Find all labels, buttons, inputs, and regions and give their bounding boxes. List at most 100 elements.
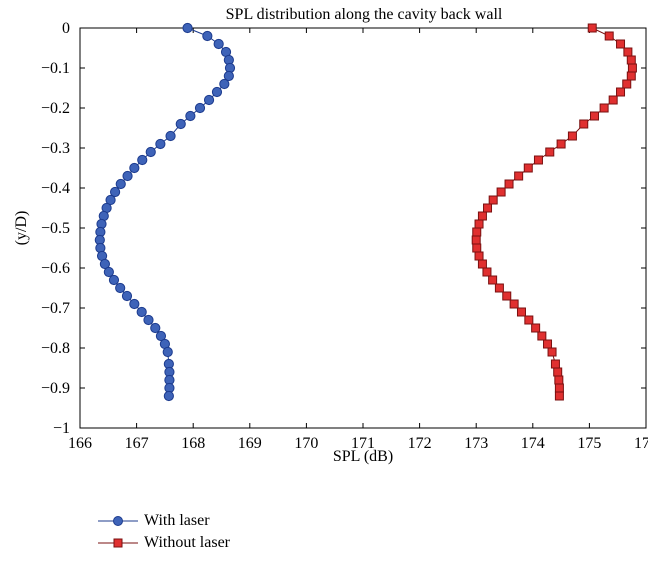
data-point	[488, 275, 498, 285]
data-point	[537, 331, 547, 341]
data-point	[162, 346, 173, 358]
data-point	[477, 211, 487, 221]
data-point	[627, 63, 637, 73]
data-point	[182, 22, 193, 34]
legend-label-with-laser: With laser	[144, 512, 210, 529]
x-tick-label: 172	[408, 435, 432, 452]
data-point	[474, 251, 484, 261]
data-point	[556, 139, 566, 149]
y-tick-label: −0.7	[41, 300, 70, 317]
data-point	[504, 179, 514, 189]
data-point	[175, 118, 186, 130]
legend-item-with-laser: With laser	[98, 510, 230, 532]
data-point	[99, 258, 111, 270]
data-point	[553, 367, 563, 377]
data-point	[109, 186, 121, 198]
data-point	[545, 147, 555, 157]
data-point	[509, 299, 519, 309]
data-point	[108, 274, 120, 286]
y-tick-label: 0	[62, 20, 70, 37]
data-point	[531, 323, 541, 333]
data-point	[587, 23, 597, 33]
axis-ticks	[79, 27, 647, 429]
data-point	[115, 178, 126, 190]
legend-item-without-laser: Without laser	[98, 532, 230, 554]
x-tick-label: 167	[125, 435, 149, 452]
data-point	[150, 322, 161, 334]
y-tick-label: −0.6	[41, 260, 70, 277]
series-without-laser	[471, 23, 637, 401]
data-point	[626, 71, 636, 81]
data-point	[143, 314, 154, 326]
data-point	[554, 375, 564, 385]
data-point	[129, 298, 140, 310]
y-tick-label: −0.1	[41, 60, 70, 77]
data-point	[496, 187, 506, 197]
y-tick-label: −0.4	[41, 180, 70, 197]
data-point	[622, 79, 632, 89]
data-point	[155, 330, 167, 342]
data-point	[103, 266, 114, 278]
x-tick-label: 173	[464, 435, 488, 452]
data-point	[474, 219, 484, 229]
y-axis-title: (y/D)	[13, 211, 30, 246]
y-tick-label: −0.8	[41, 340, 70, 357]
data-point	[543, 339, 553, 349]
data-point	[494, 283, 504, 293]
data-point	[523, 163, 533, 173]
y-tick-label: −0.5	[41, 220, 70, 237]
data-point	[483, 203, 493, 213]
x-axis-title: SPL (dB)	[333, 448, 393, 465]
data-point	[477, 259, 487, 269]
y-tick-label: −0.3	[41, 140, 70, 157]
data-point	[471, 235, 481, 245]
data-point	[145, 146, 156, 158]
data-point	[533, 155, 543, 165]
legend: With laser Without laser	[98, 510, 230, 554]
y-tick-label: −0.2	[41, 100, 70, 117]
x-tick-label: 175	[577, 435, 601, 452]
data-point	[155, 138, 166, 150]
x-tick-label: 170	[294, 435, 318, 452]
data-point	[121, 290, 133, 302]
data-point	[223, 70, 234, 82]
data-point	[550, 359, 560, 369]
data-point	[589, 111, 599, 121]
x-tick-label: 168	[181, 435, 205, 452]
data-point	[163, 390, 174, 402]
data-point	[524, 315, 534, 325]
data-point	[129, 162, 140, 174]
x-tick-label: 174	[521, 435, 545, 452]
series-line	[475, 27, 633, 396]
spl-chart: SPL distribution along the cavity back w…	[13, 6, 648, 465]
x-tick-label: 176	[634, 435, 648, 452]
chart-title: SPL distribution along the cavity back w…	[226, 6, 503, 23]
x-tick-label: 169	[238, 435, 262, 452]
data-point	[211, 86, 223, 98]
data-point	[616, 39, 626, 49]
data-point	[514, 171, 524, 181]
data-point	[623, 47, 633, 57]
data-point	[472, 227, 482, 237]
y-tick-label: −1	[53, 420, 70, 437]
data-point	[185, 110, 196, 122]
data-point	[547, 347, 557, 357]
data-point	[165, 130, 176, 142]
data-point	[105, 194, 116, 206]
data-point	[136, 306, 147, 318]
y-tick-labels: 0 −0.1 −0.2 −0.3 −0.4 −0.5 −0.6 −0.7 −0.8 −0.9 −1	[41, 20, 70, 437]
data-point	[213, 38, 224, 50]
data-point	[626, 55, 636, 65]
legend-swatch-with-laser	[98, 516, 138, 526]
legend-label-without-laser: Without laser	[144, 534, 230, 551]
data-point	[482, 267, 492, 277]
data-point	[616, 87, 626, 97]
data-point	[567, 131, 577, 141]
x-tick-label: 166	[68, 435, 92, 452]
x-tick-label: 171	[351, 435, 375, 452]
series-layer	[94, 22, 637, 402]
data-point	[219, 78, 230, 90]
data-point	[472, 243, 482, 253]
data-point	[137, 154, 148, 166]
data-point	[122, 170, 133, 182]
